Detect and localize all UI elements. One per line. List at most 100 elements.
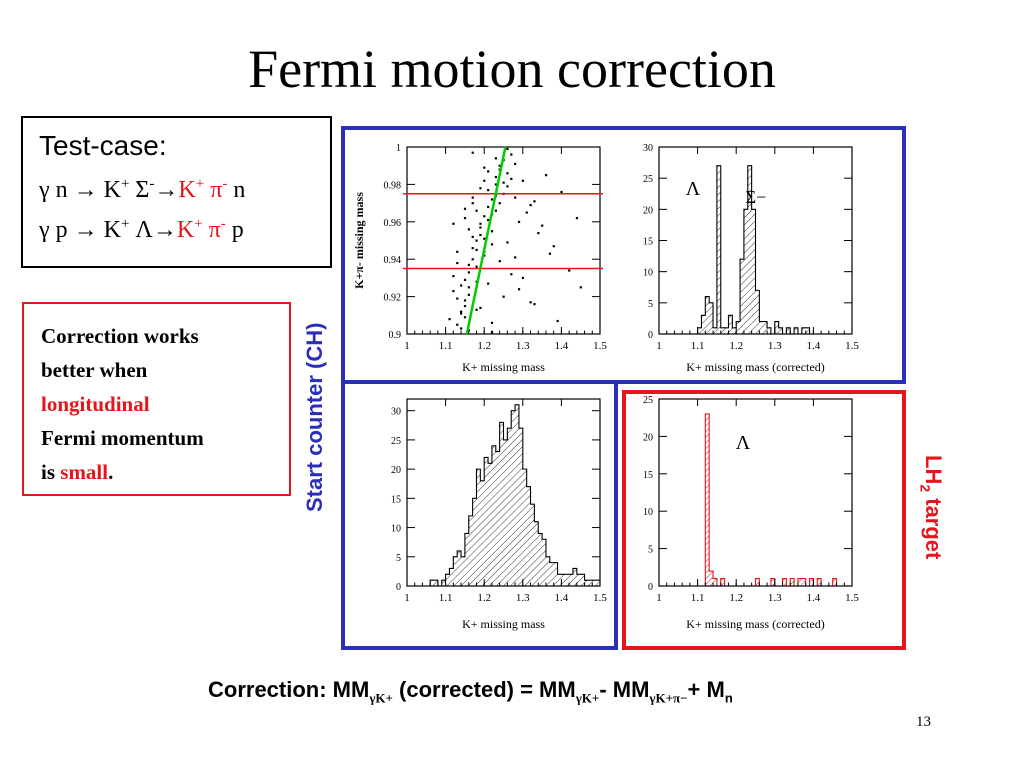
histogram-bar bbox=[720, 327, 725, 334]
y-tick-label: 10 bbox=[391, 524, 401, 535]
y-tick-label: 15 bbox=[643, 470, 653, 481]
histogram-bar bbox=[430, 580, 435, 586]
scatter-point bbox=[448, 318, 451, 321]
scatter-point bbox=[510, 177, 513, 180]
x-tick-label: 1.5 bbox=[845, 592, 859, 604]
scatter-point bbox=[479, 187, 482, 190]
x-tick-label: 1.2 bbox=[477, 340, 491, 352]
y-tick-label: 0 bbox=[648, 582, 653, 593]
scatter-plot-panel: 1 1.1 1.2 1.3 1.4 1.5 0.9 0.92 0.94 0.96 0.98 1 K+ m… bbox=[352, 143, 607, 374]
scatter-point bbox=[506, 185, 509, 188]
scatter-point bbox=[467, 271, 470, 274]
scatter-point bbox=[517, 288, 521, 291]
plot-frame bbox=[658, 398, 853, 587]
y-tick-label: 30 bbox=[643, 143, 653, 154]
x-tick-label: 1 bbox=[404, 592, 410, 604]
histogram-bar bbox=[705, 413, 710, 586]
histogram-bar bbox=[480, 480, 485, 586]
histogram-bar bbox=[767, 327, 771, 334]
histogram-corrected-sc: 1 1.1 1.2 1.3 1.4 1.5 0 5 10 15 20 25 30 K+ missing m… bbox=[643, 143, 859, 374]
y-tick-label: 0 bbox=[648, 330, 653, 341]
x-axis-label: K+ missing mass (corrected) bbox=[686, 617, 824, 631]
histogram-bar bbox=[461, 556, 465, 586]
histogram-bar bbox=[724, 327, 729, 334]
scatter-point bbox=[463, 278, 467, 281]
fit-line bbox=[465, 146, 507, 335]
scatter-point bbox=[456, 323, 459, 326]
y-tick-label: 20 bbox=[643, 432, 653, 443]
scatter-point bbox=[475, 239, 478, 242]
histogram-bar bbox=[832, 578, 837, 586]
scatter-point bbox=[494, 157, 497, 160]
x-tick-label: 1.3 bbox=[768, 340, 782, 352]
x-tick-label: 1 bbox=[656, 592, 662, 604]
slide-title: Fermi motion correction bbox=[248, 39, 776, 99]
scatter-point bbox=[487, 189, 490, 192]
scatter-point bbox=[506, 172, 509, 175]
scatter-point bbox=[487, 170, 490, 173]
scatter-point bbox=[490, 198, 494, 201]
y-tick-label: 5 bbox=[648, 299, 653, 310]
histogram-bar bbox=[472, 498, 477, 586]
scatter-point bbox=[483, 179, 486, 182]
x-tick-label: 1.1 bbox=[691, 340, 705, 352]
scatter-point bbox=[460, 312, 463, 315]
test-case-heading: Test-case: bbox=[39, 130, 167, 161]
scatter-point bbox=[502, 295, 505, 298]
scatter-point bbox=[490, 331, 494, 334]
scatter-point bbox=[510, 153, 513, 156]
scatter-point bbox=[456, 297, 459, 300]
histogram-bar bbox=[572, 568, 577, 586]
scatter-point bbox=[521, 276, 524, 280]
scatter-point bbox=[471, 196, 474, 199]
note-line-1: Correction works bbox=[41, 324, 199, 348]
scatter-point bbox=[460, 327, 463, 330]
scatter-point bbox=[467, 228, 470, 231]
y-tick-label: 10 bbox=[643, 507, 653, 518]
y-tick-label: 0.98 bbox=[384, 180, 402, 191]
scatter-point bbox=[575, 217, 579, 220]
scatter-point bbox=[510, 273, 513, 276]
histogram-bar bbox=[464, 533, 469, 586]
scatter-point bbox=[479, 306, 482, 310]
x-tick-label: 1.2 bbox=[729, 592, 743, 604]
scatter-point bbox=[483, 215, 486, 218]
scatter-point bbox=[556, 319, 559, 323]
x-tick-label: 1 bbox=[656, 340, 662, 352]
lambda-annotation: Λ bbox=[686, 178, 701, 200]
histogram-bar bbox=[778, 327, 783, 334]
scatter-point bbox=[460, 284, 463, 287]
x-tick-label: 1.2 bbox=[729, 340, 743, 352]
lh2-target-box bbox=[622, 390, 906, 650]
scatter-point bbox=[560, 190, 563, 194]
scatter-point bbox=[456, 261, 459, 265]
y-tick-label: 0.96 bbox=[384, 218, 402, 229]
plot-frame bbox=[406, 146, 601, 335]
histogram-bar bbox=[491, 445, 496, 586]
y-tick-label: 5 bbox=[396, 553, 401, 564]
histogram-bar bbox=[476, 469, 481, 586]
scatter-point bbox=[456, 250, 459, 253]
histogram-bar bbox=[511, 410, 516, 586]
x-tick-label: 1.3 bbox=[768, 592, 782, 604]
histogram-bar bbox=[538, 533, 543, 586]
histogram-bar bbox=[434, 580, 438, 586]
histogram-bar bbox=[801, 327, 806, 334]
scatter-point bbox=[463, 217, 467, 220]
histogram-bar bbox=[565, 574, 570, 586]
scatter-point bbox=[498, 202, 501, 205]
histogram-bar bbox=[770, 578, 775, 586]
scatter-point bbox=[521, 179, 524, 182]
histogram-bar bbox=[805, 327, 810, 334]
y-tick-label: 15 bbox=[391, 494, 401, 505]
histogram-bar bbox=[518, 428, 523, 586]
scatter-point bbox=[487, 205, 490, 209]
histogram-bar bbox=[747, 165, 752, 334]
page-number: 13 bbox=[916, 714, 931, 730]
scatter-point bbox=[498, 164, 501, 167]
note-line-2: better when bbox=[41, 358, 148, 382]
histogram-bar bbox=[596, 580, 600, 586]
scatter-point bbox=[479, 233, 482, 237]
scatter-point bbox=[471, 235, 474, 238]
histogram-bar bbox=[755, 290, 760, 334]
